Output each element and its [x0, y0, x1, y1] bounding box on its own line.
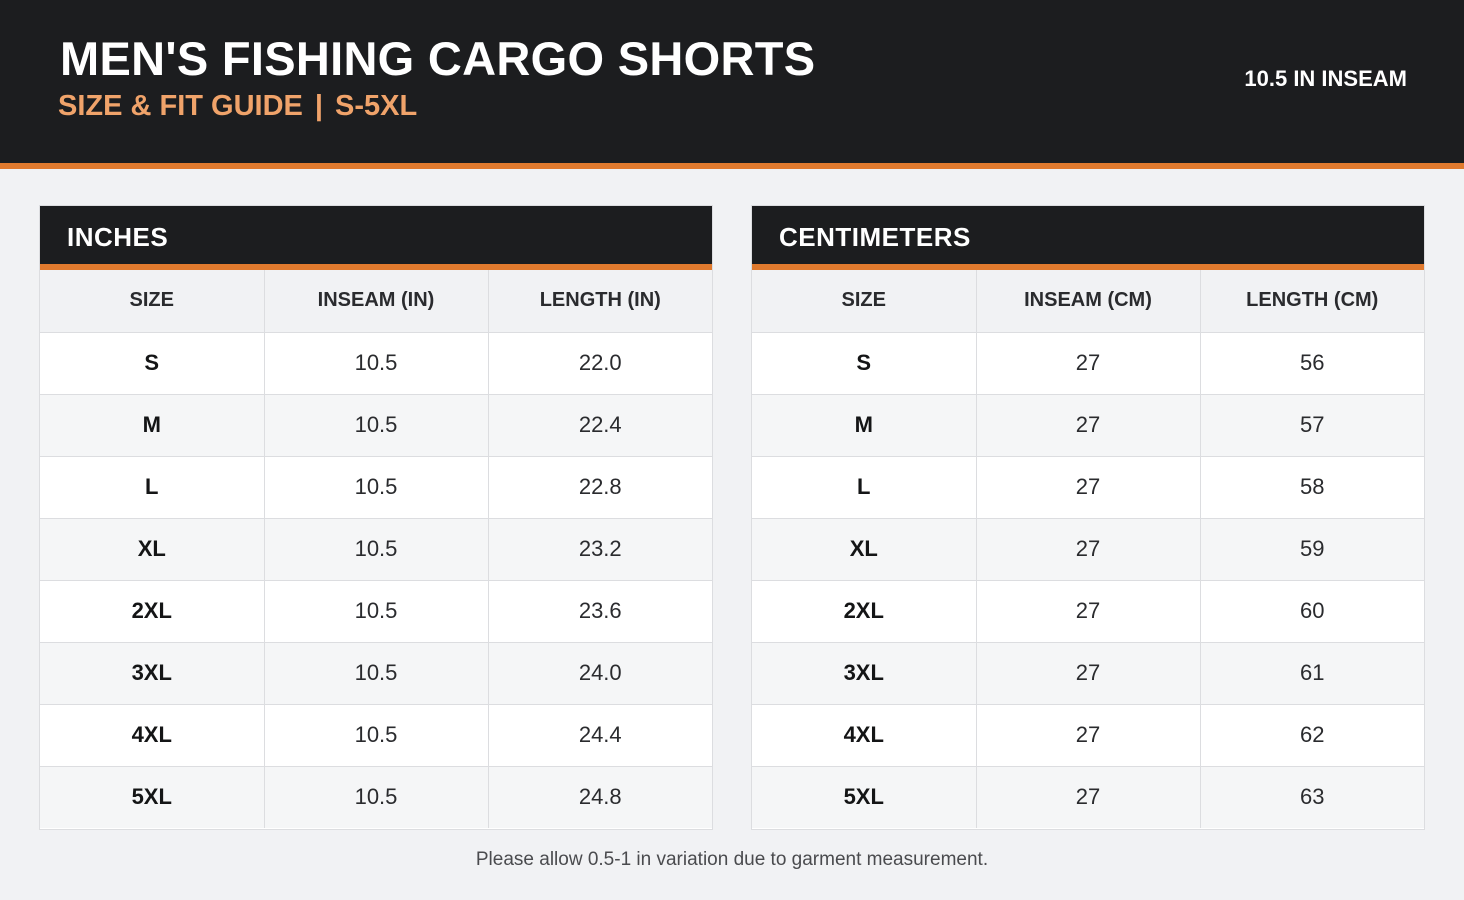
table-row: L 27 58	[752, 456, 1424, 519]
inseam-cell: 10.5	[264, 642, 489, 705]
inches-panel-accent	[40, 264, 712, 270]
table-row: S 27 56	[752, 332, 1424, 395]
inches-size-table: SIZE INSEAM (IN) LENGTH (IN) S 10.5 22.0 M…	[40, 270, 712, 828]
table-row: M 10.5 22.4	[40, 394, 712, 457]
inseam-cell: 27	[976, 704, 1201, 767]
size-cell: 2XL	[40, 580, 265, 643]
length-cell: 22.0	[488, 332, 712, 395]
subtitle-separator: |	[314, 90, 324, 122]
subtitle-guide-label: SIZE & FIT GUIDE	[58, 90, 303, 122]
measurement-note: Please allow 0.5-1 in variation due to g…	[475, 849, 989, 870]
size-cell: 4XL	[40, 704, 265, 767]
table-row: XL 10.5 23.2	[40, 518, 712, 581]
header-accent-bar	[0, 163, 1464, 169]
inseam-cell: 27	[976, 642, 1201, 705]
subtitle-size-range: S-5XL	[335, 90, 418, 122]
column-header-length: LENGTH (CM)	[1200, 270, 1424, 333]
centimeters-panel-header: CENTIMETERS	[752, 206, 1424, 264]
length-cell: 22.8	[488, 456, 712, 519]
table-row: L 10.5 22.8	[40, 456, 712, 519]
length-cell: 63	[1200, 766, 1424, 828]
table-row: 4XL 10.5 24.4	[40, 704, 712, 767]
table-row: 4XL 27 62	[752, 704, 1424, 767]
size-cell: L	[752, 456, 977, 519]
inseam-badge: 10.5 IN INSEAM	[1244, 66, 1407, 91]
length-cell: 24.4	[488, 704, 712, 767]
inches-panel: INCHES SIZE INSEAM (IN) LENGTH (IN) S 10.…	[39, 205, 713, 830]
length-cell: 60	[1200, 580, 1424, 643]
column-header-inseam: INSEAM (CM)	[976, 270, 1201, 333]
size-cell: S	[40, 332, 265, 395]
table-row: 3XL 10.5 24.0	[40, 642, 712, 705]
inches-panel-title: INCHES	[67, 222, 169, 252]
table-row: M 27 57	[752, 394, 1424, 457]
column-header-size: SIZE	[752, 270, 977, 333]
size-cell: S	[752, 332, 977, 395]
length-cell: 24.0	[488, 642, 712, 705]
table-row: 2XL 27 60	[752, 580, 1424, 643]
size-cell: 3XL	[40, 642, 265, 705]
length-cell: 22.4	[488, 394, 712, 457]
size-cell: 5XL	[752, 766, 977, 828]
size-cell: 5XL	[40, 766, 265, 828]
inseam-cell: 27	[976, 332, 1201, 395]
inseam-cell: 10.5	[264, 394, 489, 457]
inseam-cell: 27	[976, 394, 1201, 457]
inseam-cell: 10.5	[264, 332, 489, 395]
size-cell: M	[40, 394, 265, 457]
inseam-cell: 27	[976, 456, 1201, 519]
inseam-cell: 10.5	[264, 580, 489, 643]
table-header-row: SIZE INSEAM (CM) LENGTH (CM)	[752, 270, 1424, 333]
table-row: 5XL 10.5 24.8	[40, 766, 712, 828]
length-cell: 56	[1200, 332, 1424, 395]
table-header-row: SIZE INSEAM (IN) LENGTH (IN)	[40, 270, 712, 333]
length-cell: 57	[1200, 394, 1424, 457]
size-cell: L	[40, 456, 265, 519]
table-row: 3XL 27 61	[752, 642, 1424, 705]
inseam-cell: 10.5	[264, 704, 489, 767]
length-cell: 59	[1200, 518, 1424, 581]
column-header-length: LENGTH (IN)	[488, 270, 712, 333]
centimeters-panel-title: CENTIMETERS	[779, 222, 971, 252]
size-cell: 3XL	[752, 642, 977, 705]
size-cell: XL	[752, 518, 977, 581]
table-row: XL 27 59	[752, 518, 1424, 581]
size-cell: 4XL	[752, 704, 977, 767]
page-subtitle: SIZE & FIT GUIDE | S-5XL	[58, 90, 417, 123]
inseam-cell: 10.5	[264, 518, 489, 581]
length-cell: 58	[1200, 456, 1424, 519]
inseam-cell: 27	[976, 766, 1201, 828]
column-header-size: SIZE	[40, 270, 265, 333]
inseam-cell: 27	[976, 580, 1201, 643]
length-cell: 23.2	[488, 518, 712, 581]
centimeters-panel: CENTIMETERS SIZE INSEAM (CM) LENGTH (CM)…	[751, 205, 1425, 830]
inseam-cell: 10.5	[264, 456, 489, 519]
centimeters-size-table: SIZE INSEAM (CM) LENGTH (CM) S 27 56 M 27 57…	[752, 270, 1424, 828]
size-cell: 2XL	[752, 580, 977, 643]
size-cell: M	[752, 394, 977, 457]
size-cell: XL	[40, 518, 265, 581]
header-banner: MEN'S FISHING CARGO SHORTS SIZE & FIT GU…	[0, 0, 1464, 163]
inseam-cell: 27	[976, 518, 1201, 581]
length-cell: 62	[1200, 704, 1424, 767]
length-cell: 61	[1200, 642, 1424, 705]
length-cell: 23.6	[488, 580, 712, 643]
column-header-inseam: INSEAM (IN)	[264, 270, 489, 333]
length-cell: 24.8	[488, 766, 712, 828]
table-row: 5XL 27 63	[752, 766, 1424, 828]
page-title: MEN'S FISHING CARGO SHORTS	[60, 32, 816, 85]
inseam-cell: 10.5	[264, 766, 489, 828]
table-row: 2XL 10.5 23.6	[40, 580, 712, 643]
centimeters-panel-accent	[752, 264, 1424, 270]
table-row: S 10.5 22.0	[40, 332, 712, 395]
inches-panel-header: INCHES	[40, 206, 712, 264]
